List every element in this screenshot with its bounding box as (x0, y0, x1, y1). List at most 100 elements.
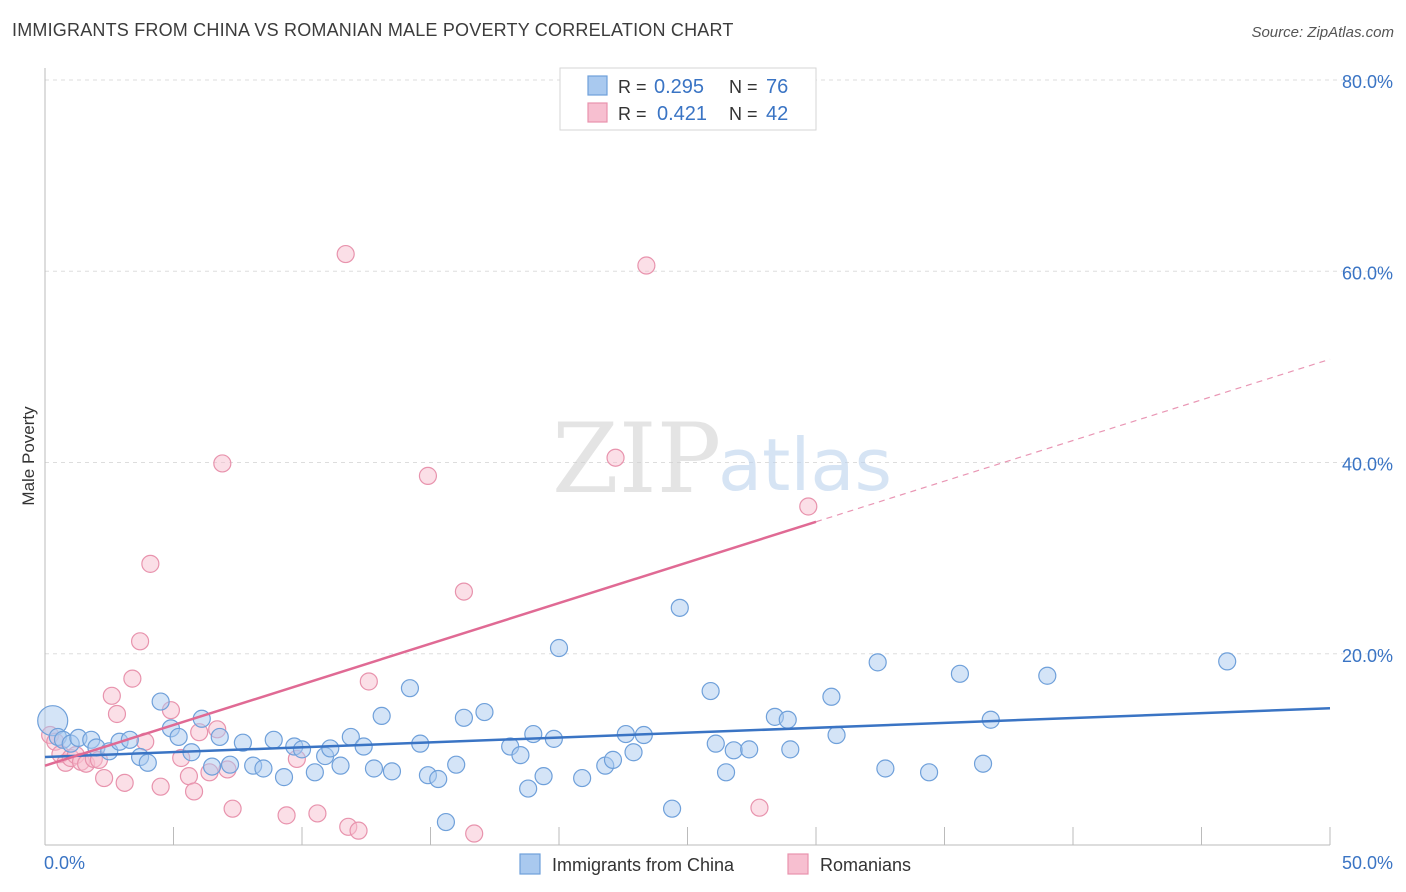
legend-bottom-label-china: Immigrants from China (552, 855, 735, 875)
china-point-67 (822, 687, 841, 706)
china-point-42 (454, 708, 474, 727)
romanians-point-31 (308, 804, 327, 823)
romanians-point-37 (454, 582, 474, 601)
china-point-72 (950, 664, 970, 683)
china-point-12 (151, 692, 170, 711)
china-point-45 (511, 746, 530, 765)
x-tick-label-0: 0.0% (44, 853, 85, 873)
china-point-71 (919, 763, 939, 782)
china-point-40 (436, 812, 456, 832)
romanians-trend-line (44, 520, 817, 767)
legend-r-value-china: 0.295 (654, 76, 704, 98)
romanians-point-14 (123, 669, 142, 688)
china-point-29 (321, 739, 340, 758)
china-point-76 (1218, 652, 1237, 671)
china-point-46 (519, 779, 538, 798)
legend-n-value-china: 76 (766, 76, 788, 98)
china-point-41 (447, 755, 466, 774)
china-point-48 (534, 767, 553, 786)
legend-n-value-romanians: 42 (766, 103, 788, 125)
china-point-19 (220, 755, 240, 774)
romanians-point-13 (115, 773, 134, 792)
legend-swatch-romanians (587, 102, 608, 123)
china-point-53 (603, 750, 623, 769)
source-credit: Source: ZipAtlas.com (1251, 24, 1394, 41)
china-point-57 (662, 799, 682, 818)
china-point-66 (781, 740, 800, 759)
grid-lines (45, 79, 1390, 655)
y-axis-title: Male Poverty (19, 406, 38, 506)
romanians-point-17 (141, 554, 160, 573)
chart-title: IMMIGRANTS FROM CHINA VS ROMANIAN MALE P… (12, 20, 734, 40)
romanians-point-40 (637, 256, 656, 275)
y-tick-label-0: 20.0% (1342, 646, 1393, 666)
romanians-point-18 (151, 777, 170, 796)
china-point-75 (1038, 666, 1057, 685)
china-point-55 (624, 743, 643, 762)
legend-bottom-swatch-china (519, 853, 541, 875)
romanians-point-38 (465, 824, 484, 843)
legend-n-label-china: N = (729, 77, 758, 97)
romanians-point-15 (130, 632, 150, 651)
romanians-point-11 (102, 686, 121, 705)
china-point-68 (827, 725, 846, 745)
watermark-zip: ZIP (552, 403, 721, 515)
y-tick-labels: 20.0% 40.0% 60.0% 80.0% (1342, 72, 1393, 666)
china-point-34 (372, 706, 391, 726)
china-point-69 (868, 653, 887, 672)
romanians-point-41 (750, 798, 769, 817)
watermark: ZIP atlas (552, 403, 892, 515)
legend-swatch-china (587, 75, 608, 96)
china-point-63 (740, 740, 759, 759)
china-trend-line (44, 707, 1331, 759)
china-point-73 (973, 754, 993, 773)
watermark-atlas: atlas (718, 423, 892, 507)
romanians-point-12 (107, 704, 127, 724)
china-point-61 (716, 763, 736, 782)
china-point-60 (706, 734, 725, 753)
romanians-point-42 (799, 497, 818, 516)
romanians-point-39 (606, 448, 625, 467)
china-point-50 (549, 638, 569, 658)
china-point-27 (305, 763, 324, 782)
china-points (37, 598, 1237, 832)
romanians-point-34 (349, 821, 368, 840)
romanians-trend-line-extension (815, 358, 1331, 523)
china-point-24 (274, 768, 294, 787)
china-point-11 (138, 753, 157, 772)
china-point-26 (292, 740, 312, 759)
china-point-62 (724, 741, 743, 760)
china-point-43 (475, 702, 494, 722)
china-point-39 (429, 769, 448, 789)
trend-lines (44, 358, 1331, 767)
romanians-point-10 (95, 768, 114, 788)
legend-bottom-swatch-romanians (787, 853, 809, 875)
china-point-20 (233, 733, 252, 752)
legend-bottom-label-romanians: Romanians (820, 855, 911, 875)
china-point-17 (202, 757, 222, 776)
legend-top: R = 0.295 N = 76 R = 0.421 N = 42 (559, 67, 817, 131)
legend-r-value-romanians: 0.421 (657, 103, 707, 125)
china-point-22 (254, 759, 273, 778)
china-point-32 (354, 737, 373, 756)
romanians-point-29 (277, 806, 296, 825)
romanians-point-22 (184, 782, 204, 801)
china-point-33 (364, 759, 384, 778)
romanians-point-26 (213, 454, 232, 473)
china-point-59 (701, 681, 720, 701)
legend-r-label-romanians: R = (618, 104, 647, 124)
y-tick-label-2: 60.0% (1342, 263, 1393, 283)
china-point-51 (573, 768, 592, 788)
legend-n-label-romanians: N = (729, 104, 758, 124)
romanians-point-21 (179, 767, 199, 786)
china-point-70 (876, 759, 895, 778)
romanians-point-35 (359, 672, 378, 691)
china-point-14 (169, 727, 188, 747)
china-point-18 (210, 727, 229, 747)
romanians-point-32 (336, 244, 355, 264)
china-point-35 (382, 762, 402, 781)
y-tick-label-1: 40.0% (1342, 455, 1393, 475)
x-tick-labels: 0.0% 50.0% (44, 853, 1393, 873)
china-point-23 (264, 730, 283, 749)
